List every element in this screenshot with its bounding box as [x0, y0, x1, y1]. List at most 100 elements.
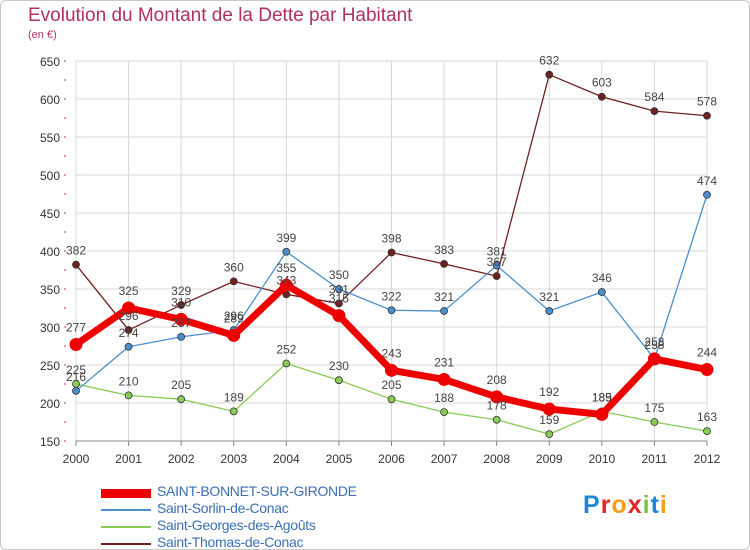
- x-tick-label: 2003: [220, 452, 247, 466]
- data-label: 216: [66, 370, 86, 384]
- x-tick-label: 2007: [431, 452, 458, 466]
- data-label: 178: [487, 399, 507, 413]
- data-label: 289: [224, 311, 244, 325]
- data-label: 603: [592, 76, 612, 90]
- data-point: [647, 352, 661, 366]
- x-tick-label: 2009: [536, 452, 563, 466]
- y-tick-label: 150: [40, 435, 60, 449]
- data-point: [282, 247, 291, 256]
- data-point: [542, 402, 556, 416]
- y-tick-label: 350: [40, 283, 60, 297]
- data-point: [437, 372, 451, 386]
- unit-label: (en €): [28, 29, 57, 41]
- data-point: [595, 407, 609, 421]
- data-point: [597, 92, 606, 101]
- legend-swatch: [101, 488, 151, 498]
- x-tick-label: 2002: [168, 452, 195, 466]
- data-point: [174, 312, 188, 326]
- y-tick-label: 500: [40, 169, 60, 183]
- data-label: 188: [434, 391, 454, 405]
- data-label: 296: [119, 309, 139, 323]
- data-label: 382: [66, 244, 86, 258]
- data-label: 225: [66, 363, 86, 377]
- data-point: [703, 427, 711, 436]
- y-tick-label: 600: [40, 93, 60, 107]
- data-label: 381: [487, 244, 507, 258]
- x-tick-label: 2011: [642, 452, 668, 466]
- y-tick-label: 550: [40, 131, 60, 145]
- data-label: 192: [539, 385, 559, 399]
- data-label: 244: [697, 346, 717, 360]
- data-label: 578: [697, 95, 717, 109]
- data-point: [387, 248, 396, 257]
- data-point: [650, 418, 659, 426]
- chart-title: Evolution du Montant de la Dette par Hab…: [28, 5, 413, 26]
- data-label: 205: [381, 378, 401, 392]
- data-point: [229, 407, 238, 416]
- data-label: 331: [329, 282, 349, 296]
- x-tick-label: 2006: [378, 452, 405, 466]
- data-point: [227, 328, 241, 342]
- data-point: [177, 301, 186, 309]
- legend-label: Saint-Sorlin-de-Conac: [157, 500, 289, 516]
- y-tick-label: 200: [40, 397, 60, 411]
- x-tick-label: 2010: [588, 452, 615, 466]
- data-label: 189: [224, 390, 244, 404]
- data-label: 355: [276, 261, 296, 275]
- x-tick-label: 2001: [115, 452, 142, 466]
- x-tick-label: 2008: [483, 452, 510, 466]
- y-tick-label: 250: [40, 359, 60, 373]
- data-point: [545, 307, 554, 315]
- data-point: [597, 288, 606, 296]
- data-point: [492, 261, 501, 270]
- legend-label: SAINT-BONNET-SUR-GIRONDE: [157, 483, 357, 499]
- data-point: [122, 301, 136, 315]
- data-point: [490, 390, 504, 404]
- data-point: [385, 363, 398, 377]
- data-point: [545, 430, 554, 439]
- data-label: 163: [697, 410, 717, 424]
- data-label: 329: [171, 284, 191, 298]
- y-tick-label: 400: [40, 245, 60, 259]
- data-label: 258: [644, 338, 664, 352]
- data-point: [124, 391, 133, 400]
- data-label: 310: [171, 295, 191, 309]
- data-point: [282, 359, 291, 368]
- data-label: 274: [119, 326, 139, 340]
- data-point: [72, 260, 80, 269]
- data-label: 189: [592, 390, 612, 404]
- x-tick-label: 2012: [694, 452, 721, 466]
- data-point: [440, 307, 448, 315]
- data-point: [440, 260, 448, 268]
- data-point: [492, 415, 501, 424]
- data-label: 367: [487, 255, 507, 269]
- data-label: 159: [539, 413, 559, 427]
- data-point: [440, 408, 448, 417]
- data-label: 252: [276, 342, 296, 356]
- data-point: [332, 309, 346, 323]
- data-label: 185: [592, 390, 612, 404]
- data-label: 231: [434, 355, 454, 369]
- data-point: [124, 326, 133, 334]
- data-point: [124, 342, 133, 351]
- data-point: [335, 299, 343, 308]
- data-point: [72, 386, 80, 395]
- y-tick-label: 650: [40, 55, 60, 69]
- data-label: 325: [119, 284, 139, 298]
- x-tick-label: 2000: [63, 452, 90, 466]
- data-label: 399: [276, 231, 296, 245]
- x-tick-label: 2005: [326, 452, 353, 466]
- data-label: 398: [381, 232, 401, 246]
- data-point: [335, 285, 343, 293]
- data-label: 296: [224, 309, 244, 323]
- data-point: [177, 332, 186, 341]
- data-label: 205: [171, 378, 191, 392]
- legend-swatch: [101, 543, 151, 545]
- legend-label: Saint-Georges-des-Agoûts: [157, 517, 316, 533]
- data-point: [700, 363, 714, 377]
- data-point: [69, 337, 83, 351]
- data-label: 383: [434, 243, 454, 257]
- legend-swatch: [101, 509, 151, 511]
